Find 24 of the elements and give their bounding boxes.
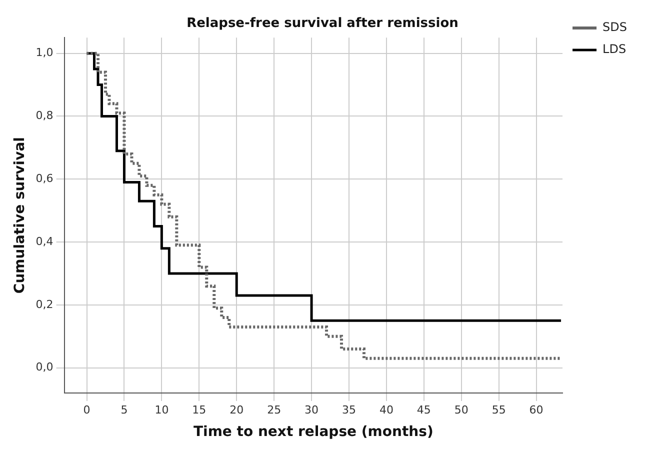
x-tick-label: 5 [120,403,128,416]
y-tick-label: 0,4 [36,234,54,248]
chart-title: Relapse-free survival after remission [186,16,458,32]
x-tick-label: 60 [529,403,544,416]
y-tick-label: 1,0 [36,46,54,60]
x-tick-label: 40 [379,403,394,416]
x-tick-label: 25 [267,403,282,416]
y-axis-title: Cumulative survival [12,137,28,294]
y-tick-label: 0,2 [36,298,54,311]
legend-label: LDS [602,42,626,56]
x-tick-label: 35 [342,403,356,416]
x-tick-label: 20 [230,403,244,416]
x-tick-label: 15 [192,403,206,416]
y-tick-label: 0,0 [36,360,54,374]
y-tick-label: 0,8 [36,109,54,122]
x-tick-label: 50 [454,403,468,416]
x-tick-label: 30 [304,403,319,416]
y-tick-label: 0,6 [36,172,54,185]
x-tick-label: 55 [492,403,506,416]
x-tick-label: 45 [416,403,431,416]
x-tick-label: 10 [154,403,169,416]
x-tick-label: 0 [83,403,90,416]
x-axis-title: Time to next relapse (months) [193,424,434,440]
legend-label: SDS [602,20,628,34]
